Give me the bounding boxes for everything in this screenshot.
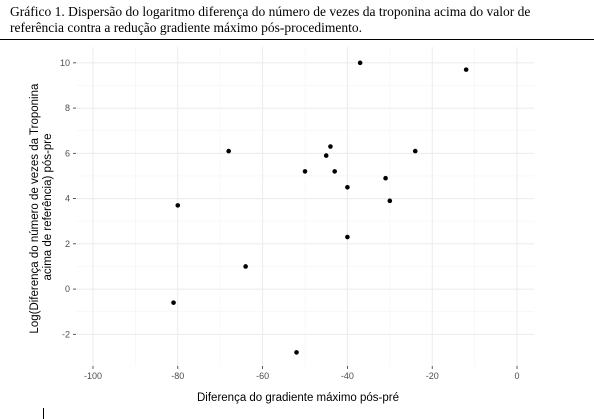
data-point [294,350,299,355]
y-axis-title-line-2: acima de referência) pós-pre [42,133,54,280]
data-point [328,144,333,149]
caption-line-2: referência contra a redução gradiente má… [10,20,362,35]
data-point [243,264,248,269]
y-tick-label: 4 [65,194,70,204]
x-tick-label: -20 [426,371,439,381]
data-point [302,169,308,174]
y-axis-title: Log(Diferença do número de vezes da Trop… [29,80,54,333]
x-tick-label: 0 [515,371,520,381]
x-tick-label: -40 [341,371,354,381]
data-point [175,203,181,208]
data-point [463,67,469,72]
y-tick-label: 8 [65,103,70,113]
data-point [323,153,329,158]
caption-divider [0,39,594,40]
y-tick-label: -2 [62,329,70,339]
data-point [226,148,231,154]
y-tick-label: 10 [60,58,70,68]
data-point [332,169,337,174]
grid [76,47,534,366]
y-tick-label: 6 [65,148,70,158]
data-point [345,234,350,240]
y-axis-title-line-1: Log(Diferença do número de vezes da Trop… [29,83,41,334]
x-tick-label: -60 [256,371,269,381]
data-point [171,300,176,305]
data-point [412,148,418,154]
x-axis-title: Diferença do gradiente máximo pós-pré [197,392,399,404]
data-points [171,60,469,355]
data-point [383,175,388,181]
x-tick-label: -80 [171,371,184,381]
caption-line-1: Gráfico 1. Dispersão do logaritmo difere… [10,4,531,19]
x-tick-label: -100 [84,371,102,381]
y-tick-label: 0 [65,284,70,294]
y-tick-label: 2 [65,239,70,249]
data-point [357,60,363,66]
data-point [345,184,350,190]
text-cursor-mark [43,408,44,419]
data-point [387,198,393,204]
figure-caption: Gráfico 1. Dispersão do logaritmo difere… [10,4,584,36]
